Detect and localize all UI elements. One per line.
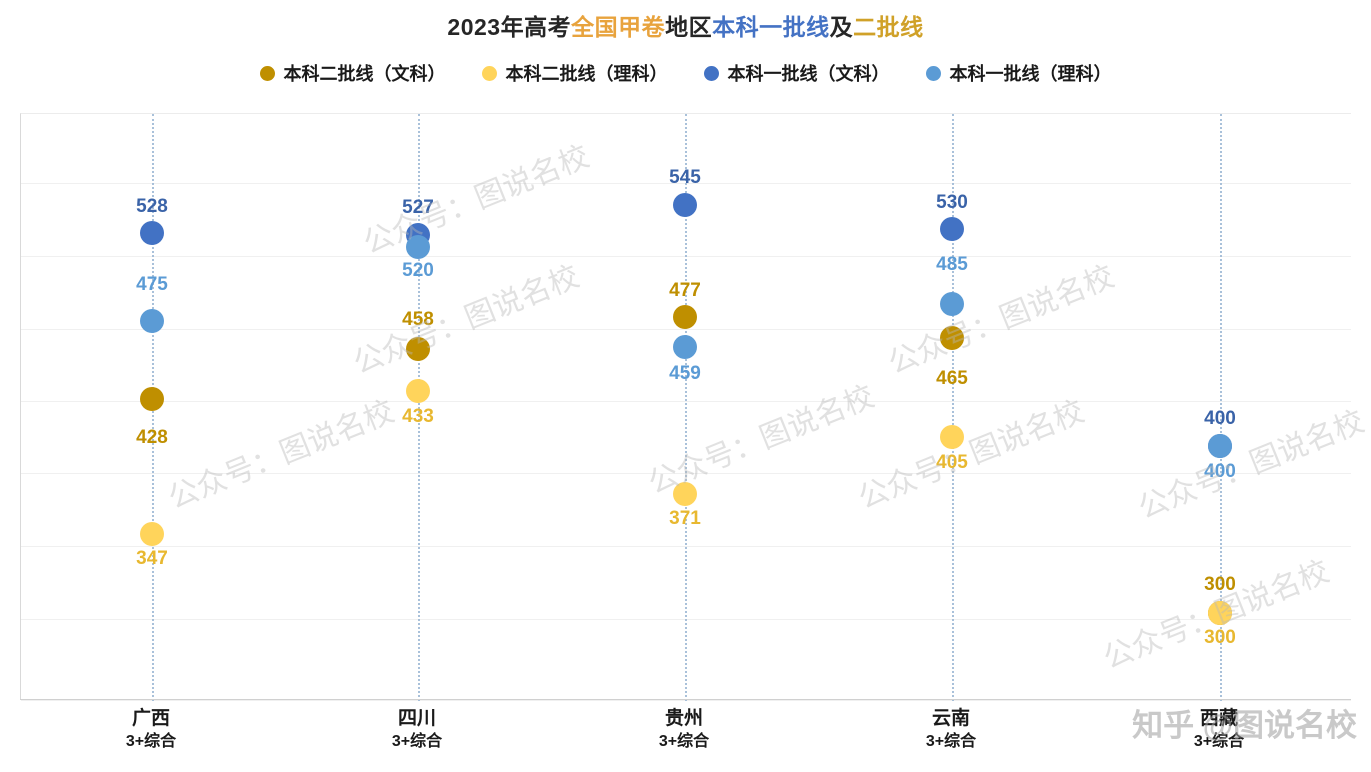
legend-item-ben1_li[interactable]: 本科一批线（理科） bbox=[925, 60, 1112, 86]
title-segment-2: 地区 bbox=[665, 14, 713, 40]
title-segment-1: 全国甲卷 bbox=[571, 14, 666, 40]
legend-dot-icon bbox=[925, 65, 941, 81]
point-sichuan-ben2-wen-value-label: 458 bbox=[402, 309, 434, 330]
point-xizang-ben1-wen-value-label: 400 bbox=[1204, 408, 1236, 429]
point-xizang-ben2-li[interactable] bbox=[1208, 601, 1232, 625]
x-label-province: 四川 bbox=[397, 708, 436, 729]
x-label-2: 贵州 3+综合 bbox=[659, 706, 709, 753]
x-label-sublabel: 3+综合 bbox=[391, 733, 443, 750]
x-label-province: 贵州 bbox=[664, 708, 703, 729]
x-axis-line bbox=[20, 699, 1351, 700]
x-label-1: 四川 3+综合 bbox=[392, 706, 442, 753]
legend-dot-icon bbox=[259, 65, 275, 81]
point-sichuan-ben2-li[interactable] bbox=[406, 379, 430, 403]
point-guizhou-ben1-li[interactable] bbox=[673, 335, 697, 359]
legend-label: 本科一批线（文科） bbox=[727, 64, 890, 84]
point-xizang-ben1-li[interactable] bbox=[1208, 434, 1232, 458]
point-sichuan-ben2-li-value-label: 433 bbox=[402, 406, 434, 427]
legend-label: 本科一批线（理科） bbox=[949, 64, 1112, 84]
point-guizhou-ben2-li[interactable] bbox=[673, 482, 697, 506]
point-guangxi-ben1-wen-value-label: 528 bbox=[136, 196, 168, 217]
point-xizang-ben1-li-value-label: 400 bbox=[1204, 461, 1236, 482]
x-label-0: 广西 3+综合 bbox=[126, 706, 176, 753]
x-label-sublabel: 3+综合 bbox=[1193, 733, 1245, 750]
point-guangxi-ben1-li-value-label: 475 bbox=[136, 274, 168, 295]
point-yunnan-ben2-wen[interactable] bbox=[940, 326, 964, 350]
x-label-4: 西藏 3+综合 bbox=[1194, 706, 1244, 753]
corner-watermark: 知乎 @图说名校 bbox=[1132, 708, 1357, 743]
point-guizhou-ben1-li-value-label: 459 bbox=[669, 363, 701, 384]
legend-label: 本科二批线（理科） bbox=[505, 64, 668, 84]
point-yunnan-ben2-wen-value-label: 465 bbox=[936, 368, 968, 389]
column-stem-line bbox=[685, 114, 687, 701]
point-guangxi-ben2-li-value-label: 347 bbox=[136, 548, 168, 569]
point-guizhou-ben2-li-value-label: 371 bbox=[669, 508, 701, 529]
x-label-province: 西藏 bbox=[1199, 708, 1238, 729]
column-stem-line bbox=[418, 114, 420, 701]
point-guizhou-ben1-wen-value-label: 545 bbox=[669, 167, 701, 188]
column-stem-line bbox=[1220, 114, 1222, 701]
point-guangxi-ben1-wen[interactable] bbox=[140, 221, 164, 245]
point-yunnan-ben1-li[interactable] bbox=[940, 292, 964, 316]
column-stem-line bbox=[952, 114, 954, 701]
point-guangxi-ben2-li[interactable] bbox=[140, 522, 164, 546]
legend-item-ben2_wen[interactable]: 本科二批线（文科） bbox=[259, 60, 446, 86]
point-yunnan-ben2-li[interactable] bbox=[940, 425, 964, 449]
x-label-province: 广西 bbox=[131, 708, 170, 729]
chart-title: 2023年高考全国甲卷地区本科一批线及二批线 bbox=[0, 8, 1371, 42]
point-guangxi-ben1-li[interactable] bbox=[140, 309, 164, 333]
point-guizhou-ben1-wen[interactable] bbox=[673, 193, 697, 217]
legend-dot-icon bbox=[481, 65, 497, 81]
point-xizang-ben2-wen-value-label: 300 bbox=[1204, 574, 1236, 595]
legend-dot-icon bbox=[703, 65, 719, 81]
title-segment-4: 及 bbox=[829, 14, 854, 40]
point-yunnan-ben1-wen-value-label: 530 bbox=[936, 192, 968, 213]
point-guizhou-ben2-wen[interactable] bbox=[673, 305, 697, 329]
title-segment-3: 本科一批线 bbox=[712, 14, 830, 40]
legend-item-ben2_li[interactable]: 本科二批线（理科） bbox=[481, 60, 668, 86]
point-sichuan-ben1-li-value-label: 520 bbox=[402, 260, 434, 281]
chart-legend: 本科二批线（文科） 本科二批线（理科） 本科一批线（文科） 本科一批线（理科） bbox=[0, 60, 1371, 86]
point-yunnan-ben1-wen[interactable] bbox=[940, 217, 964, 241]
title-segment-0: 2023年高考 bbox=[447, 14, 572, 40]
point-sichuan-ben2-wen[interactable] bbox=[406, 337, 430, 361]
point-guangxi-ben2-wen-value-label: 428 bbox=[136, 427, 168, 448]
point-guizhou-ben2-wen-value-label: 477 bbox=[669, 280, 701, 301]
x-label-sublabel: 3+综合 bbox=[925, 733, 977, 750]
point-guangxi-ben2-wen[interactable] bbox=[140, 387, 164, 411]
plot-area: 528 475 428 347 527 520 458 433 545 477 459 371 530 4… bbox=[20, 113, 1351, 701]
point-yunnan-ben2-li-value-label: 405 bbox=[936, 452, 968, 473]
point-xizang-ben2-li-value-label: 300 bbox=[1204, 627, 1236, 648]
x-label-3: 云南 3+综合 bbox=[926, 706, 976, 753]
x-label-sublabel: 3+综合 bbox=[125, 733, 177, 750]
point-sichuan-ben1-li[interactable] bbox=[406, 235, 430, 259]
legend-label: 本科二批线（文科） bbox=[283, 64, 446, 84]
title-segment-5: 二批线 bbox=[853, 14, 924, 40]
point-sichuan-ben1-wen-value-label: 527 bbox=[402, 197, 434, 218]
legend-item-ben1_wen[interactable]: 本科一批线（文科） bbox=[703, 60, 890, 86]
point-yunnan-ben1-li-value-label: 485 bbox=[936, 254, 968, 275]
x-label-sublabel: 3+综合 bbox=[658, 733, 710, 750]
x-label-province: 云南 bbox=[931, 708, 970, 729]
